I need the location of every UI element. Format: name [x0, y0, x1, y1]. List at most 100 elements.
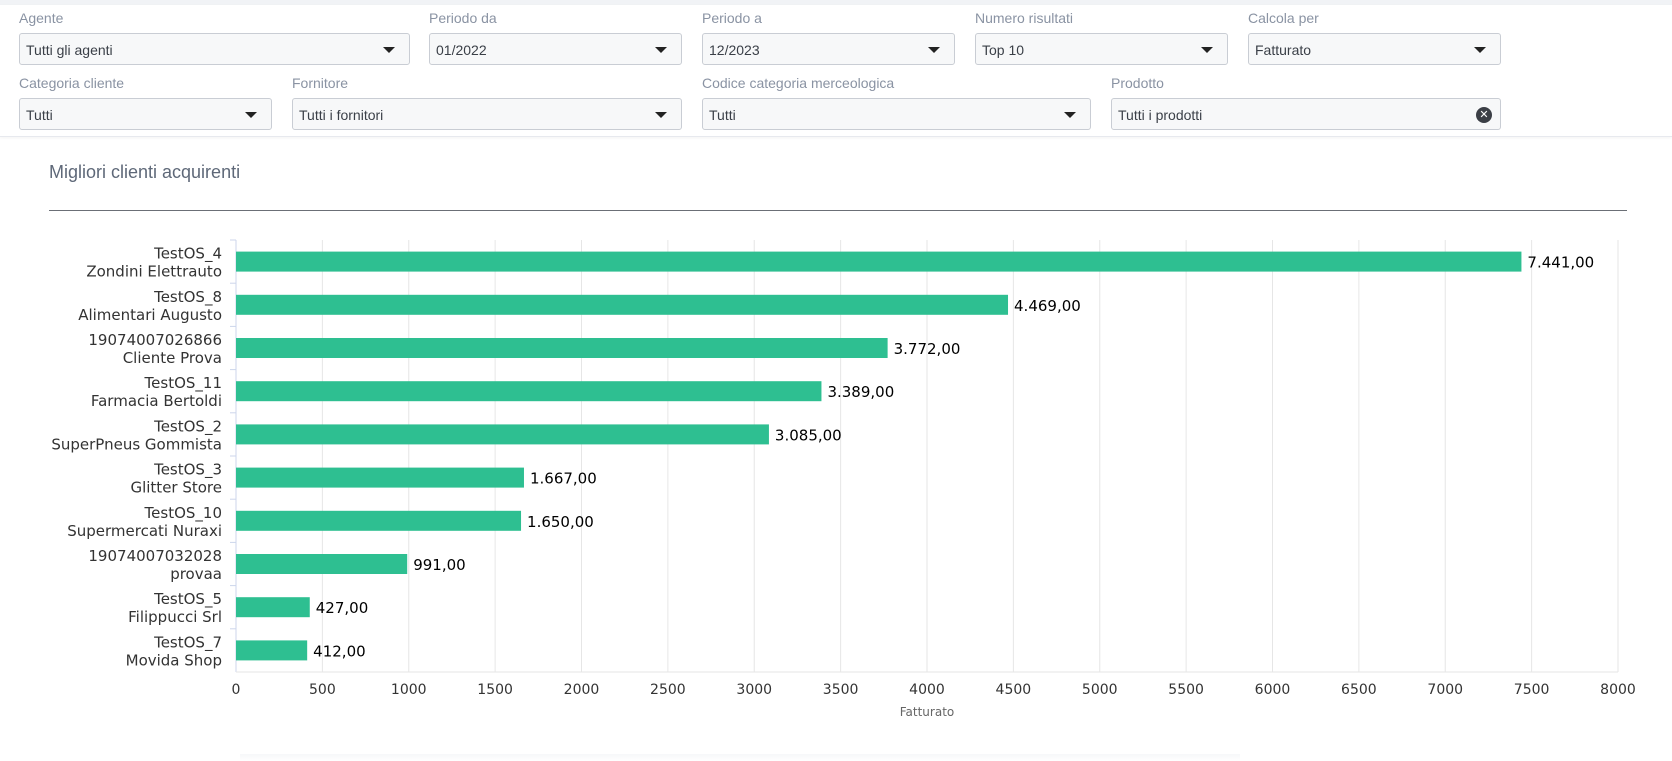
category-name-label: Cliente Prova: [123, 349, 222, 367]
calcola-per-select[interactable]: Fatturato: [1248, 33, 1501, 65]
data-label: 1.650,00: [527, 513, 594, 531]
fornitore-select[interactable]: Tutti i fornitori: [292, 98, 682, 130]
periodo-da-value: 01/2022: [436, 42, 487, 58]
bar: [236, 554, 408, 574]
category-code-label: TestOS_4: [153, 245, 222, 264]
data-label: 3.772,00: [894, 340, 961, 358]
categoria-cliente-label: Categoria cliente: [19, 75, 125, 91]
data-label: 7.441,00: [1527, 254, 1594, 272]
category-code-label: TestOS_7: [153, 633, 222, 652]
x-tick-label: 2500: [650, 682, 686, 698]
periodo-a-select[interactable]: 12/2023: [702, 33, 955, 65]
bar: [236, 467, 524, 488]
data-label: 427,00: [316, 599, 369, 617]
periodo-a-field: Periodo a 12/2023: [702, 9, 955, 67]
x-tick-label: 4500: [996, 682, 1032, 698]
data-label: 991,00: [413, 556, 466, 574]
chevron-down-icon: [1201, 47, 1213, 53]
category-name-label: Farmacia Bertoldi: [91, 392, 222, 410]
codice-categoria-label: Codice categoria merceologica: [702, 75, 895, 91]
numero-risultati-value: Top 10: [982, 42, 1025, 58]
category-code-label: 19074007026866: [88, 331, 222, 349]
numero-risultati-select[interactable]: Top 10: [975, 33, 1228, 65]
x-tick-label: 500: [309, 682, 336, 698]
codice-categoria-field: Codice categoria merceologica Tutti: [702, 74, 1091, 132]
data-label: 3.389,00: [827, 383, 894, 401]
chevron-down-icon: [928, 47, 940, 53]
x-tick-label: 8000: [1600, 682, 1636, 698]
calcola-per-label: Calcola per: [1248, 10, 1319, 26]
chevron-down-icon: [245, 112, 257, 118]
categoria-cliente-field: Categoria cliente Tutti: [19, 74, 272, 132]
codice-categoria-select[interactable]: Tutti: [702, 98, 1091, 130]
periodo-da-select[interactable]: 01/2022: [429, 33, 682, 65]
category-code-label: TestOS_10: [144, 504, 222, 523]
category-name-label: Supermercati Nuraxi: [67, 522, 222, 540]
x-tick-label: 1000: [391, 682, 427, 698]
chevron-down-icon: [655, 112, 667, 118]
category-name-label: Filippucci Srl: [128, 608, 222, 626]
category-name-label: Glitter Store: [130, 479, 222, 497]
category-code-label: TestOS_5: [153, 590, 222, 609]
category-code-label: 19074007032028: [88, 547, 222, 565]
bar: [236, 338, 888, 358]
category-code-label: TestOS_11: [144, 374, 222, 393]
data-label: 412,00: [313, 642, 366, 660]
fornitore-value: Tutti i fornitori: [299, 107, 384, 123]
periodo-a-label: Periodo a: [702, 10, 762, 26]
x-tick-label: 2000: [564, 682, 600, 698]
bar-chart: 0 500 1000 1500 2000 2500 3000 3500 4000 4500 5000…: [51, 239, 1636, 719]
category-code-label: TestOS_2: [153, 417, 222, 436]
calcola-per-value: Fatturato: [1255, 42, 1312, 58]
data-label: 3.085,00: [775, 426, 842, 444]
fornitore-label: Fornitore: [292, 75, 349, 91]
numero-risultati-field: Numero risultati Top 10: [975, 9, 1228, 67]
chevron-down-icon: [383, 47, 395, 53]
category-name-label: Zondini Elettrauto: [86, 263, 222, 281]
category-code-label: TestOS_3: [153, 461, 222, 480]
x-tick-label: 3500: [823, 682, 859, 698]
top-strip: [0, 0, 1672, 5]
data-label: 4.469,00: [1014, 297, 1081, 315]
chevron-down-icon: [655, 47, 667, 53]
prodotto-value: Tutti i prodotti: [1118, 107, 1203, 123]
prodotto-select[interactable]: Tutti i prodotti ✕: [1111, 98, 1501, 130]
panel-divider: [49, 210, 1627, 211]
prodotto-field: Prodotto Tutti i prodotti ✕: [1111, 74, 1501, 132]
x-tick-label: 6500: [1341, 682, 1377, 698]
x-tick-label: 4000: [909, 682, 945, 698]
periodo-da-field: Periodo da 01/2022: [429, 9, 682, 67]
fornitore-field: Fornitore Tutti i fornitori: [292, 74, 682, 132]
chevron-down-icon: [1064, 112, 1076, 118]
codice-categoria-value: Tutti: [709, 107, 736, 123]
category-code-label: TestOS_8: [153, 288, 222, 307]
clear-icon[interactable]: ✕: [1476, 107, 1492, 123]
agente-label: Agente: [19, 10, 64, 26]
bar: [236, 381, 822, 402]
categoria-cliente-select[interactable]: Tutti: [19, 98, 272, 130]
bar: [236, 640, 308, 661]
agente-value: Tutti gli agenti: [26, 42, 113, 58]
chevron-down-icon: [1474, 47, 1486, 53]
x-tick-label: 6000: [1255, 682, 1291, 698]
numero-risultati-label: Numero risultati: [975, 10, 1074, 26]
x-tick-label: 5500: [1168, 682, 1204, 698]
x-tick-label: 1500: [477, 682, 513, 698]
categoria-cliente-value: Tutti: [26, 107, 53, 123]
bar: [236, 424, 769, 445]
x-tick-label: 7000: [1427, 682, 1463, 698]
bar: [236, 597, 310, 618]
category-name-label: SuperPneus Gommista: [51, 435, 222, 453]
data-label: 1.667,00: [530, 470, 597, 488]
bar: [236, 510, 522, 531]
periodo-da-label: Periodo da: [429, 10, 497, 26]
bar: [236, 251, 1522, 272]
bottom-shadow: [240, 754, 1240, 761]
agente-select[interactable]: Tutti gli agenti: [19, 33, 410, 65]
category-name-label: Alimentari Augusto: [78, 306, 222, 324]
agente-field: Agente Tutti gli agenti: [19, 9, 410, 67]
filter-bar: Agente Tutti gli agenti Periodo da 01/20…: [0, 5, 1672, 137]
bar: [236, 294, 1009, 315]
periodo-a-value: 12/2023: [709, 42, 760, 58]
x-tick-label: 0: [232, 682, 241, 698]
